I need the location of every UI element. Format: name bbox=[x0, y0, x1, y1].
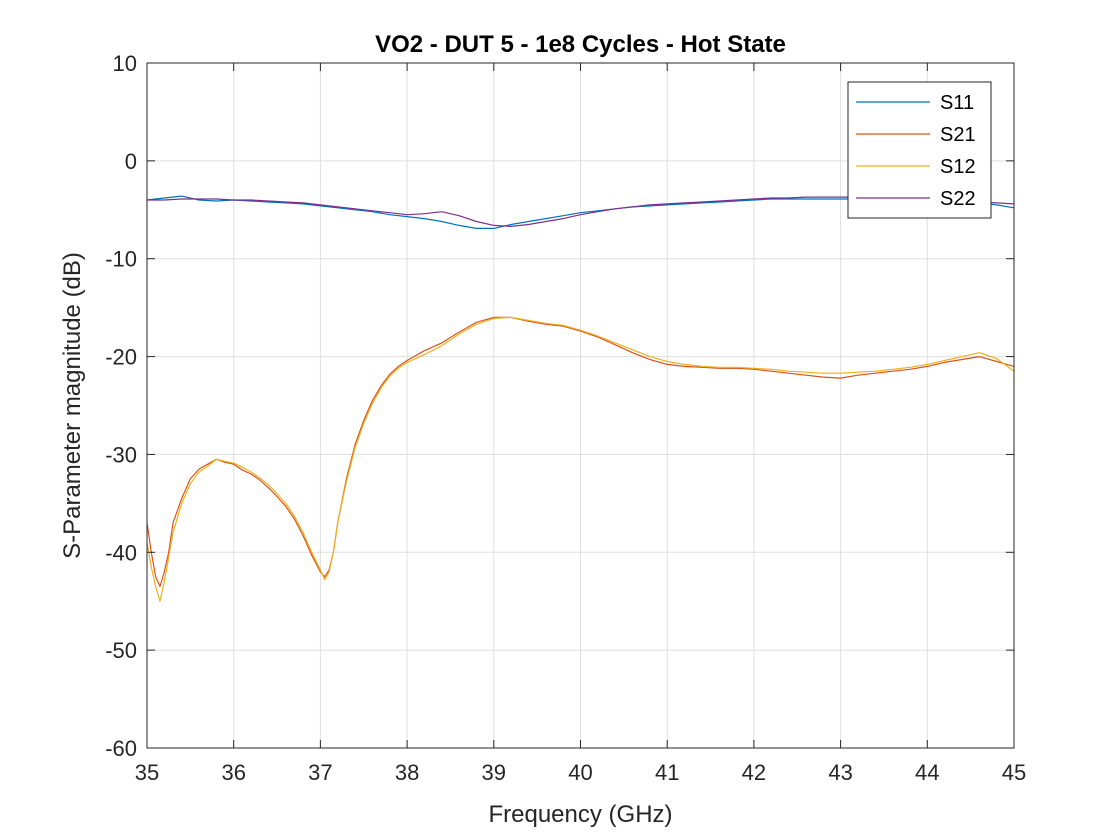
x-tick-label: 43 bbox=[828, 760, 852, 785]
y-axis-title: S-Parameter magnitude (dB) bbox=[59, 252, 86, 559]
legend-box bbox=[847, 81, 992, 219]
y-tick-label: 0 bbox=[125, 149, 137, 174]
x-tick-label: 41 bbox=[655, 760, 679, 785]
chart-title: VO2 - DUT 5 - 1e8 Cycles - Hot State bbox=[375, 31, 786, 58]
legend-label-s21: S21 bbox=[940, 124, 976, 146]
series-line-s21 bbox=[146, 316, 1015, 588]
legend: S11 S21 S12 S22 bbox=[847, 81, 992, 219]
y-tick-label: -20 bbox=[105, 345, 137, 370]
legend-label-s12: S12 bbox=[940, 156, 976, 178]
x-tick-label: 40 bbox=[568, 760, 592, 785]
y-tick-label: -50 bbox=[105, 638, 137, 663]
legend-label-s11: S11 bbox=[940, 92, 974, 114]
x-tick-label: 45 bbox=[1002, 760, 1026, 785]
y-tick-label: -40 bbox=[105, 540, 137, 565]
x-tick-label: 39 bbox=[482, 760, 506, 785]
y-tick-label: -10 bbox=[105, 247, 137, 272]
x-tick-label: 38 bbox=[395, 760, 419, 785]
grid-layer bbox=[147, 63, 1014, 748]
series-line-s12 bbox=[146, 316, 1015, 602]
x-tick-label: 37 bbox=[308, 760, 332, 785]
y-tick-label: 10 bbox=[113, 51, 137, 76]
x-tick-label: 36 bbox=[221, 760, 245, 785]
legend-label-s22: S22 bbox=[940, 188, 976, 210]
x-tick-label: 44 bbox=[915, 760, 939, 785]
x-axis-title: Frequency (GHz) bbox=[488, 801, 672, 828]
y-tick-label: -60 bbox=[105, 736, 137, 761]
x-tick-label: 42 bbox=[742, 760, 766, 785]
y-tick-label: -30 bbox=[105, 442, 137, 467]
x-tick-label: 35 bbox=[135, 760, 159, 785]
tick-layer: 35 36 37 38 39 40 41 42 43 44 45 -60 -50 -40 -30 -20 -10… bbox=[105, 51, 1026, 785]
